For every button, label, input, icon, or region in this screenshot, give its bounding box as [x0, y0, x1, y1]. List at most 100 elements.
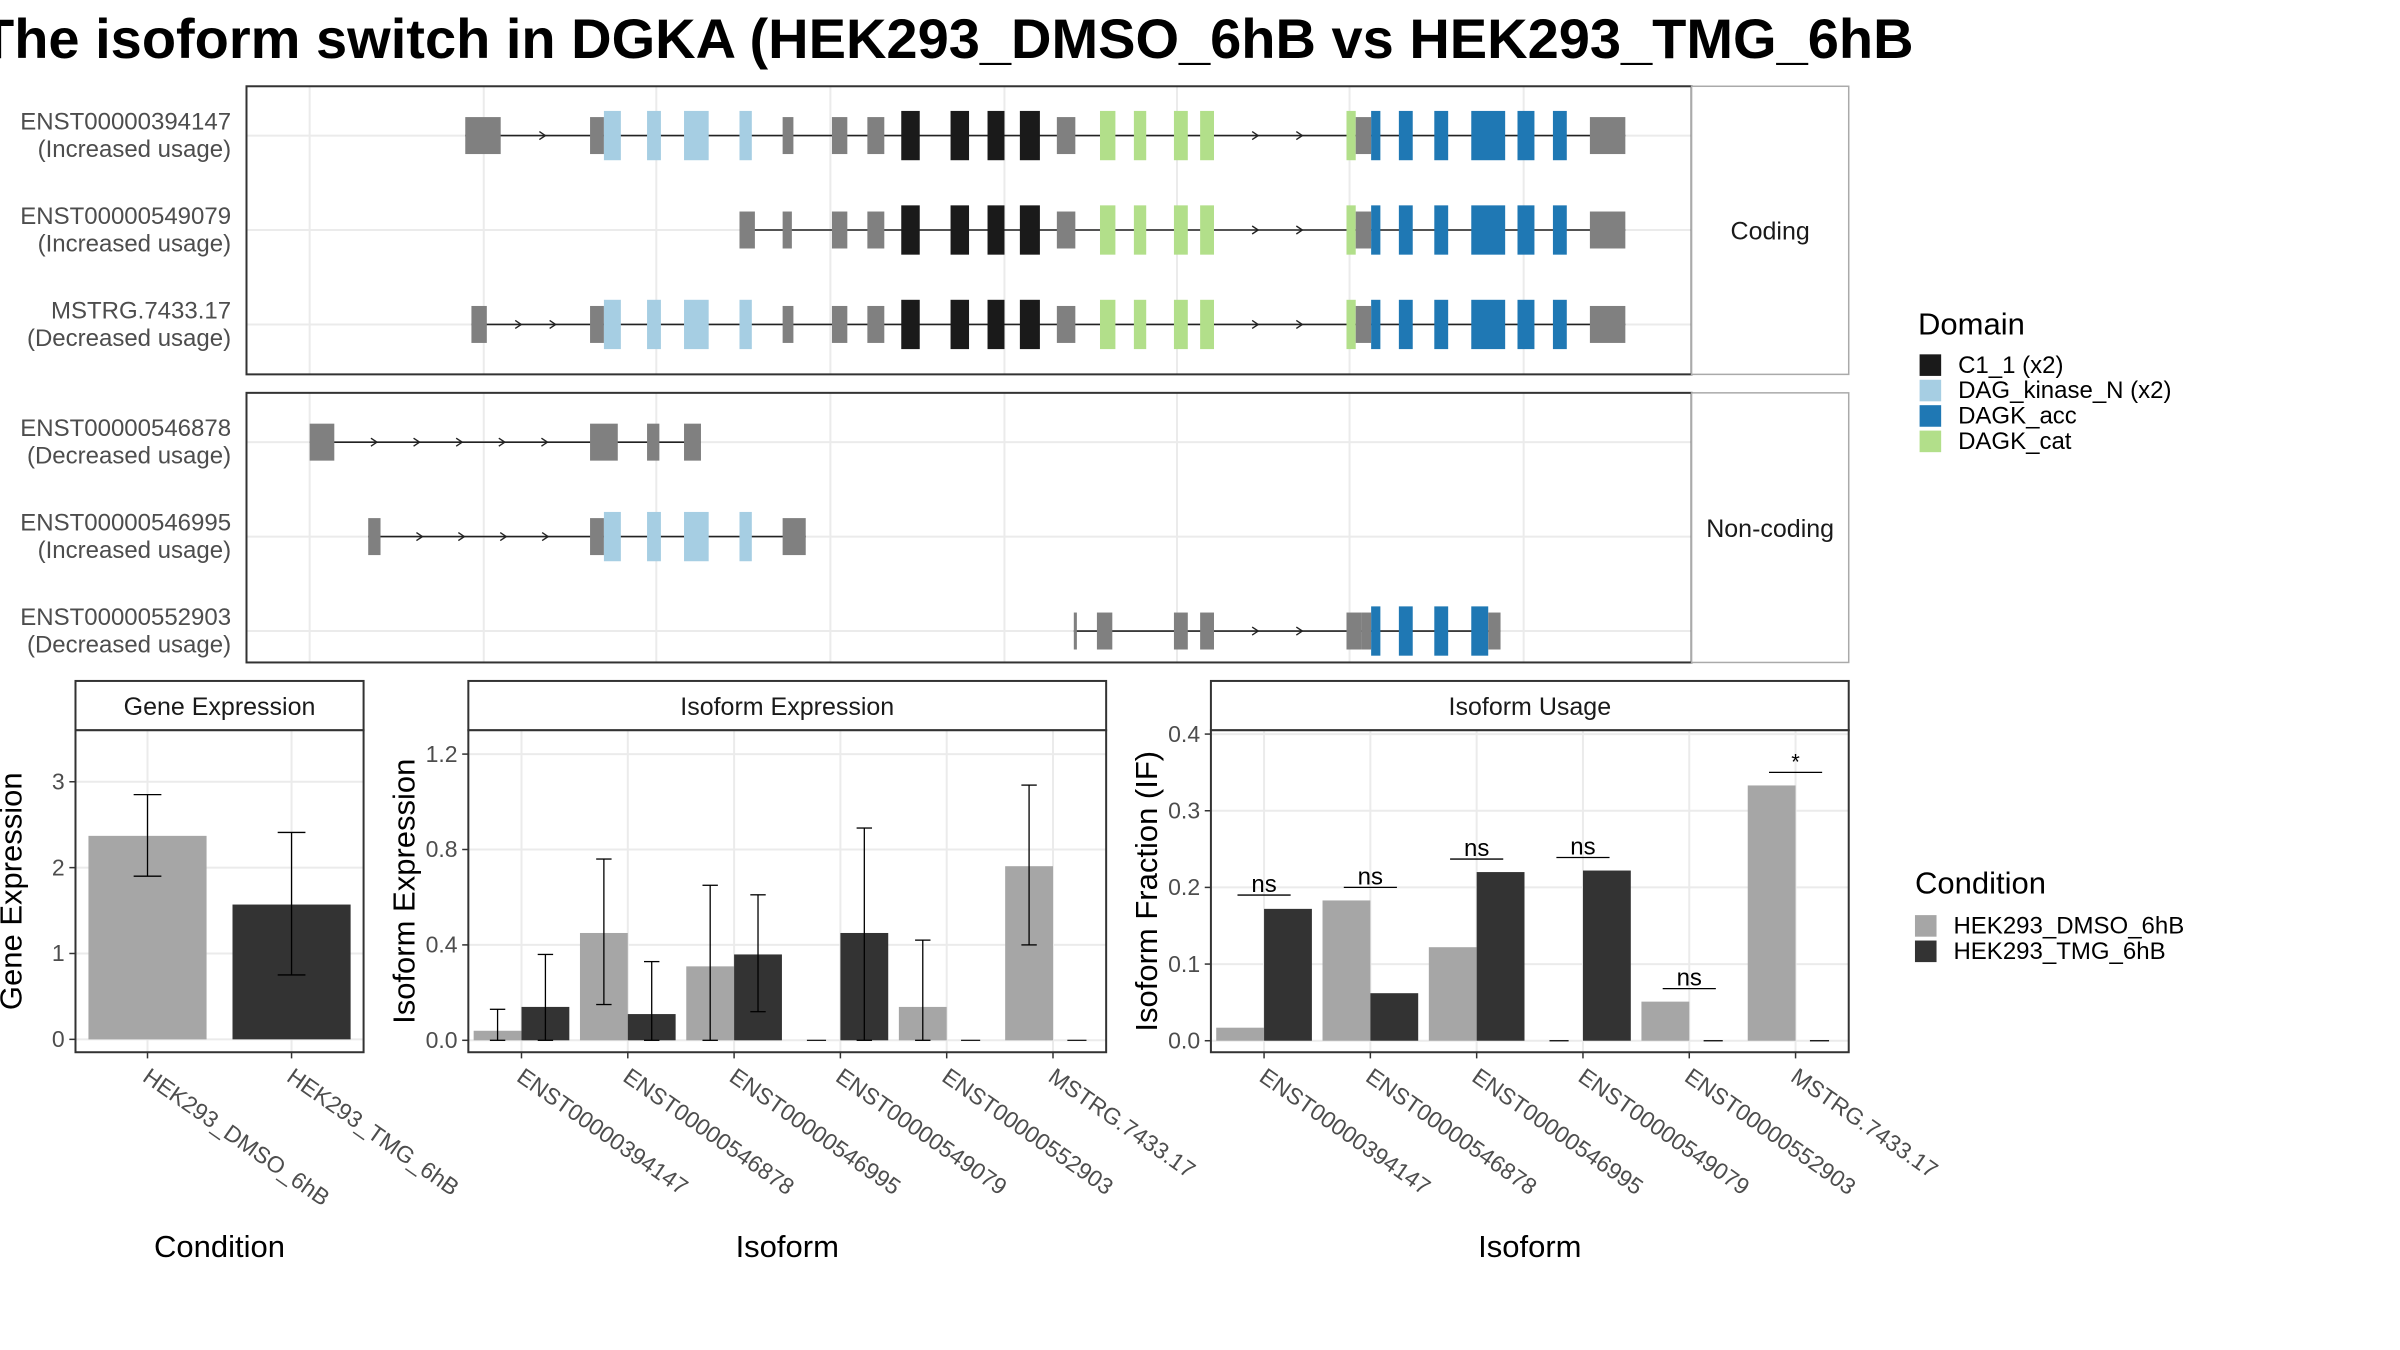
- isoform-label: ENST00000549079: [20, 203, 231, 230]
- domain-block: [1133, 299, 1147, 350]
- isoform-row: [309, 423, 701, 461]
- y-tick-label: 0.4: [1168, 721, 1200, 747]
- legend-key: [1919, 430, 1942, 453]
- domain-legend: Domain C1_1 (x2)DAG_kinase_N (x2)DAGK_acc…: [1918, 306, 2171, 455]
- domain-block: [1371, 606, 1381, 656]
- direction-arrow: [1295, 225, 1304, 235]
- x-tick-label: ENST00000549079: [1574, 1063, 1754, 1200]
- chart-title-strip: [467, 679, 1108, 732]
- plot-border: [74, 729, 365, 1054]
- isoform-row: [471, 299, 1626, 350]
- domain-block: [950, 205, 970, 255]
- isoform-label: ENST00000552903: [20, 604, 231, 631]
- domain-block: [1200, 110, 1214, 161]
- isoform-row: [739, 205, 1626, 255]
- legend-label: C1_1 (x2): [1958, 352, 2063, 379]
- domain-block: [1346, 205, 1356, 255]
- legend-label: HEK293_DMSO_6hB: [1953, 913, 2184, 940]
- figure-title: The isoform switch in DGKA (HEK293_DMSO_…: [0, 7, 1914, 70]
- exon-block: [782, 305, 794, 343]
- domain-block: [1552, 110, 1567, 161]
- exon-block: [867, 117, 885, 155]
- plot-border: [467, 729, 1108, 1054]
- exon-block: [1361, 612, 1372, 650]
- domain-block: [1133, 110, 1147, 161]
- x-axis-title: Isoform: [1478, 1229, 1581, 1264]
- domain-block: [1371, 299, 1381, 350]
- domain-block: [1471, 110, 1506, 161]
- y-tick-label: 0.1: [1168, 951, 1200, 977]
- direction-arrow: [541, 532, 550, 542]
- legend-label: HEK293_TMG_6hB: [1953, 938, 2165, 965]
- exon-block: [1096, 612, 1113, 650]
- significance-label: ns: [1570, 833, 1595, 860]
- domain-block: [901, 299, 920, 350]
- exon-block: [471, 305, 487, 343]
- exon-block: [1355, 211, 1372, 249]
- panel-background: [246, 392, 1692, 663]
- facet-label: Coding: [1731, 218, 1810, 246]
- domain-block: [1346, 299, 1356, 350]
- isoform-label: ENST00000546995: [20, 509, 231, 536]
- domain-block: [1434, 299, 1449, 350]
- exon-block: [782, 211, 792, 249]
- direction-arrow: [499, 532, 508, 542]
- isoform-usage-label: (Increased usage): [38, 537, 231, 564]
- direction-arrow: [541, 437, 549, 447]
- legend-title: Domain: [1918, 306, 2025, 341]
- plot-background: [1210, 730, 1849, 1053]
- isoform-row: [1073, 606, 1501, 656]
- direction-arrow: [1295, 130, 1304, 141]
- x-tick-label: ENST00000552903: [1680, 1063, 1860, 1200]
- domain-block: [739, 110, 752, 161]
- domain-block: [1434, 606, 1449, 656]
- domain-block: [1346, 110, 1356, 161]
- exon-block: [782, 117, 794, 155]
- x-axis-title: Condition: [154, 1229, 285, 1264]
- exon-block: [831, 117, 848, 155]
- direction-arrow: [1295, 319, 1304, 330]
- exon-block: [1589, 117, 1626, 155]
- domain-block: [1517, 299, 1535, 350]
- exon-block: [1346, 612, 1362, 650]
- direction-arrow: [457, 532, 466, 542]
- exon-block: [739, 211, 755, 249]
- legend-key: [1919, 379, 1942, 402]
- significance-label: *: [1791, 749, 1800, 774]
- domain-block: [1099, 205, 1116, 255]
- direction-arrow: [1251, 130, 1260, 141]
- legend-label: DAG_kinase_N (x2): [1958, 377, 2171, 404]
- domain-block: [1173, 110, 1188, 161]
- y-tick-label: 0.8: [426, 836, 458, 862]
- domain-block: [1434, 205, 1449, 255]
- domain-block: [1517, 110, 1535, 161]
- legend-label: DAGK_acc: [1958, 403, 2077, 430]
- exon-block: [590, 305, 604, 343]
- y-tick-label: 0.0: [426, 1027, 458, 1053]
- bar: [1322, 900, 1371, 1041]
- direction-arrow: [1251, 225, 1260, 235]
- domain-block: [1398, 205, 1413, 255]
- chart-title: Gene Expression: [124, 693, 316, 721]
- significance-label: ns: [1677, 965, 1702, 992]
- chart-isoform-usage: Isoform Usage ns ns ns ns ns * 0.0 0.1 0.2 0.3 0.4 E…: [1129, 679, 1943, 1264]
- x-tick-label: ENST00000394147: [1255, 1063, 1435, 1200]
- exon-block: [1056, 211, 1076, 249]
- exon-block: [1056, 117, 1076, 155]
- exon-block: [1200, 612, 1214, 650]
- domain-block: [1019, 299, 1040, 350]
- bar: [1476, 872, 1525, 1041]
- exon-block: [867, 305, 885, 343]
- chart-title: Isoform Usage: [1449, 693, 1612, 721]
- isoform-usage-label: (Decreased usage): [27, 325, 231, 352]
- exon-block: [1488, 612, 1501, 650]
- domain-block: [1099, 299, 1116, 350]
- isoform-row: [368, 511, 806, 562]
- y-axis-title: Gene Expression: [0, 772, 29, 1010]
- y-tick-label: 0.3: [1168, 797, 1200, 823]
- y-tick-label: 2: [52, 854, 65, 880]
- exon-block: [590, 117, 604, 155]
- chart-title: Isoform Expression: [680, 693, 894, 721]
- direction-arrow: [370, 437, 379, 447]
